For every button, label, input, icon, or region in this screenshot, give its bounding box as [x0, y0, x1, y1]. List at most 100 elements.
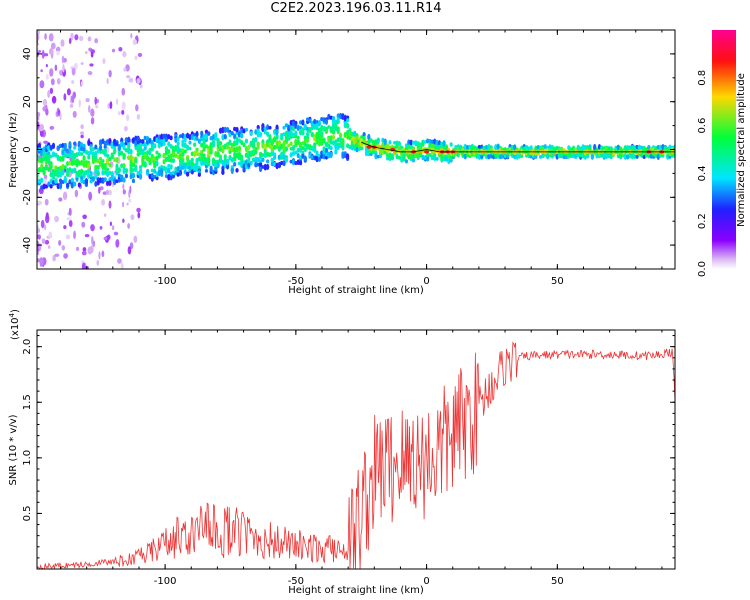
spectral-blob — [155, 150, 159, 155]
spectral-blob — [96, 171, 100, 176]
spectral-blob — [122, 167, 126, 174]
spectral-blob — [240, 140, 244, 146]
spectral-blob — [247, 144, 251, 151]
spectral-blob — [216, 162, 220, 169]
spectral-blob — [90, 117, 95, 125]
spectral-blob — [122, 218, 125, 223]
spectral-blob — [134, 135, 138, 142]
spectral-blob — [54, 215, 59, 223]
spectral-blob — [115, 98, 119, 105]
spectral-peak — [424, 150, 430, 154]
spectral-blob — [273, 155, 277, 161]
spectral-blob — [58, 197, 63, 202]
spectral-blob — [374, 152, 378, 160]
spectral-blob — [77, 146, 81, 152]
spectral-blob — [334, 139, 338, 145]
spectral-blob — [73, 181, 77, 187]
spectral-blob — [226, 126, 230, 133]
spectral-blob — [226, 158, 230, 166]
spectral-blob — [103, 148, 107, 155]
spectral-blob — [338, 132, 343, 138]
spectral-blob — [120, 163, 124, 169]
spectral-blob — [529, 145, 533, 151]
spectral-blob — [138, 173, 143, 180]
spectral-blob — [447, 152, 451, 158]
spectral-blob — [96, 180, 100, 186]
spectral-blob — [249, 160, 253, 166]
spectral-blob — [50, 42, 56, 50]
spectral-blob — [315, 156, 319, 163]
x-tick-label: 50 — [551, 576, 564, 587]
spectral-blob — [109, 101, 113, 110]
spectral-blob — [153, 156, 157, 162]
spectral-blob — [329, 135, 333, 141]
spectral-blob — [233, 155, 237, 162]
spectral-blob — [214, 150, 218, 158]
spectral-blob — [134, 55, 138, 60]
spectral-ridge-line — [361, 141, 675, 153]
spectral-blob — [121, 110, 125, 115]
spectral-blob — [63, 142, 67, 147]
spectral-blob — [221, 126, 225, 134]
spectral-blob — [181, 152, 185, 157]
spectral-blob — [153, 169, 157, 174]
spectral-blob — [137, 52, 143, 57]
spectral-blob — [129, 159, 133, 165]
spectral-blob — [310, 125, 314, 131]
spectral-blob — [98, 163, 103, 167]
spectral-blob — [98, 156, 103, 161]
spectral-blob — [127, 148, 131, 155]
spectral-blob — [487, 153, 491, 160]
spectral-blob — [301, 153, 305, 159]
spectral-blob — [336, 117, 340, 122]
spectral-blob — [291, 159, 296, 166]
spectral-blob — [121, 87, 126, 96]
spectral-blob — [77, 160, 81, 166]
spectral-blob — [123, 67, 127, 72]
spectral-blob — [651, 155, 656, 159]
spectral-blob — [341, 139, 345, 146]
spectral-blob — [388, 152, 392, 159]
spectral-blob — [162, 158, 166, 165]
spectral-blob — [186, 171, 190, 177]
spectral-blob — [247, 158, 251, 163]
spectral-blob — [193, 142, 197, 147]
spectral-blob — [306, 131, 310, 138]
spectral-blob — [96, 164, 100, 170]
spectral-blob — [122, 51, 127, 58]
y-tick-label: 0.5 — [22, 505, 33, 521]
x-tick-label: 0 — [423, 576, 429, 587]
spectral-blob — [244, 127, 249, 132]
spectral-blob — [43, 53, 49, 57]
spectral-blob — [204, 134, 209, 141]
spectral-blob — [49, 68, 54, 77]
spectral-blob — [197, 172, 201, 177]
spectral-blob — [317, 134, 321, 140]
spectral-blob — [49, 161, 53, 168]
y-tick-label: 2.0 — [22, 339, 33, 355]
colorbar-tick-label: 0.2 — [697, 213, 708, 229]
spectral-blob — [228, 139, 232, 146]
spectral-blob — [107, 103, 110, 110]
spectral-blob — [204, 129, 209, 134]
spectral-blob — [68, 219, 73, 228]
spectral-blob — [197, 138, 201, 144]
spectral-blob — [113, 148, 117, 155]
y-tick-label: 1.0 — [22, 450, 33, 466]
spectral-blob — [353, 130, 357, 136]
spectral-blob — [63, 165, 67, 169]
spectral-blob — [122, 177, 126, 183]
spectral-blob — [273, 162, 277, 167]
spectral-blob — [233, 142, 237, 147]
spectral-blob — [317, 127, 321, 133]
spectral-blob — [110, 153, 114, 159]
spectral-blob — [193, 150, 197, 157]
spectral-blob — [303, 155, 307, 162]
spectral-blob — [157, 152, 161, 159]
spectral-blob — [291, 126, 296, 132]
spectral-blob — [207, 131, 211, 136]
spectral-blob — [71, 80, 75, 85]
spectral-blob — [346, 153, 350, 160]
spectral-blob — [37, 111, 41, 118]
spectral-blob — [207, 157, 211, 162]
